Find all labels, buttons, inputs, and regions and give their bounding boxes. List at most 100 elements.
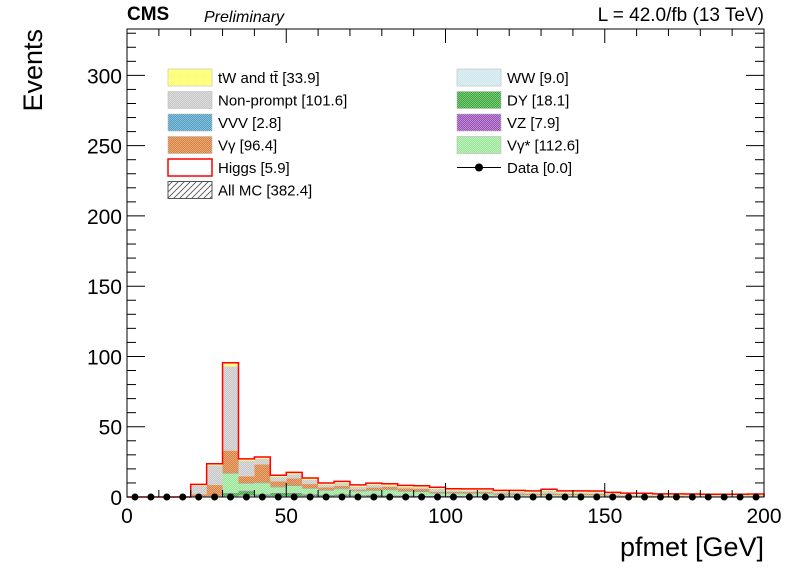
bar-texture-vvv-bin-6 <box>222 473 239 474</box>
legend-label-higgs: Higgs [5.9] <box>218 160 290 177</box>
bar-texture-vg-bin-14 <box>349 489 366 491</box>
bar-texture-vvv-bin-8 <box>254 482 271 484</box>
bar-texture-vg-bin-7 <box>238 476 255 484</box>
legend-swatch-texture-vz <box>457 114 501 131</box>
y-tick-label: 0 <box>110 487 122 510</box>
bar-texture-vg-bin-16 <box>381 486 398 490</box>
legend-label-vg: Vγ [96.4] <box>218 138 277 155</box>
bar-texture-tw-bin-8 <box>254 457 271 459</box>
bar-texture-vvv-bin-7 <box>238 483 255 484</box>
y-tick-label: 100 <box>87 346 122 369</box>
bar-texture-dy-bin-7 <box>238 491 255 496</box>
bar-texture-nonprompt-bin-14 <box>349 486 366 490</box>
bar-texture-nonprompt-bin-9 <box>270 477 287 482</box>
bar-texture-vgs-bin-8 <box>254 482 271 495</box>
bar-texture-vgs-bin-15 <box>365 490 382 495</box>
bar-texture-vgs-bin-9 <box>270 487 287 493</box>
bar-texture-nonprompt-bin-23 <box>493 491 510 494</box>
legend-swatch-texture-vvv <box>168 114 212 131</box>
legend-label-vvv: VVV [2.8] <box>218 115 281 132</box>
bar-texture-tw-bin-28 <box>572 490 589 493</box>
legend-swatch-texture-vgs <box>457 136 501 154</box>
bar-texture-tw-bin-11 <box>302 478 319 480</box>
bar-texture-vvv-bin-10 <box>286 485 303 486</box>
bar-texture-vg-bin-11 <box>302 484 319 489</box>
y-tick-label: 200 <box>87 206 122 229</box>
bar-texture-nonprompt-bin-10 <box>286 474 303 479</box>
bar-texture-nonprompt-bin-18 <box>413 487 430 489</box>
bar-texture-vg-bin-6 <box>222 450 239 474</box>
bar-texture-tw-bin-13 <box>334 481 350 484</box>
cms-label: CMS <box>127 4 169 25</box>
luminosity-label: L = 42.0/fb (13 TeV) <box>598 5 764 26</box>
axis-ticks <box>126 29 765 498</box>
bar-texture-tw-bin-7 <box>238 459 255 461</box>
bar-texture-vg-bin-15 <box>365 487 382 491</box>
bar-texture-vg-bin-9 <box>270 481 287 487</box>
bar-texture-tw-bin-24 <box>509 490 526 492</box>
legend-label-data: Data [0.0] <box>507 160 572 177</box>
legend-label-dy: DY [18.1] <box>507 93 569 110</box>
bar-texture-tw-bin-25 <box>525 490 542 493</box>
bar-texture-nonprompt-bin-16 <box>381 485 398 487</box>
x-tick-label: 50 <box>275 505 298 528</box>
legend-swatch-data-marker <box>475 163 483 172</box>
preliminary-label: Preliminary <box>204 9 285 26</box>
bar-texture-vvv-bin-19 <box>429 493 446 494</box>
bar-texture-nonprompt-bin-7 <box>238 460 255 477</box>
bar-texture-vgs-bin-12 <box>318 490 335 495</box>
y-tick-label: 150 <box>87 276 122 299</box>
legend-label-vgs: Vγ* [112.6] <box>507 138 579 155</box>
bar-texture-tw-bin-29 <box>588 491 605 493</box>
x-tick-label: 0 <box>121 505 133 528</box>
bar-texture-nonprompt-bin-19 <box>429 488 446 492</box>
bar-texture-tw-bin-22 <box>477 488 494 491</box>
bar-texture-vz-bin-9 <box>270 492 287 494</box>
bar-texture-vvv-bin-16 <box>381 489 398 491</box>
bar-texture-vvv-bin-21 <box>461 493 478 494</box>
bar-texture-vvv-bin-12 <box>318 490 335 491</box>
legend-swatch-allmc <box>167 181 213 199</box>
bar-texture-tw-bin-17 <box>397 485 414 488</box>
legend-swatch-texture-nonprompt <box>168 91 212 109</box>
bar-texture-vgs-bin-14 <box>349 490 366 496</box>
bar-texture-nonprompt-bin-4 <box>190 485 207 495</box>
bar-texture-nonprompt-bin-15 <box>365 484 382 488</box>
bar-texture-vz-bin-10 <box>286 492 303 494</box>
bar-texture-tw-bin-16 <box>381 484 398 486</box>
x-tick-label: 200 <box>746 505 781 528</box>
bar-texture-vgs-bin-7 <box>238 483 255 491</box>
bar-texture-tw-bin-12 <box>318 483 335 485</box>
bar-texture-tw-bin-19 <box>429 487 446 489</box>
bar-texture-vvv-bin-20 <box>445 493 462 494</box>
bar-texture-vvv-bin-18 <box>413 491 430 493</box>
bar-texture-tw-bin-5 <box>206 463 223 466</box>
bar-texture-nonprompt-bin-29 <box>588 492 605 494</box>
bar-texture-vgs-bin-6 <box>222 473 239 494</box>
y-tick-label: 300 <box>87 65 122 88</box>
bar-texture-vg-bin-17 <box>397 488 414 492</box>
bar-texture-vvv-bin-15 <box>365 490 382 491</box>
legend-label-tw: tW and tt̄ [33.9] <box>218 70 320 87</box>
axis-tick-labels: 0 50 100 150 200 0 50 100 150 200 250 300 <box>87 65 782 528</box>
bar-texture-tw-bin-21 <box>461 488 478 491</box>
bar-texture-nonprompt-bin-21 <box>461 490 478 492</box>
bar-texture-nonprompt-bin-11 <box>302 479 319 485</box>
stacked-bars <box>190 363 764 498</box>
x-tick-label: 100 <box>428 505 463 528</box>
legend-label-nonprompt: Non-prompt [101.6] <box>218 93 347 110</box>
legend-swatch-higgs <box>167 158 213 177</box>
bar-texture-vg-bin-8 <box>254 464 271 483</box>
bar-texture-nonprompt-bin-22 <box>477 490 494 492</box>
bar-texture-nonprompt-bin-13 <box>334 483 350 486</box>
bar-texture-tw-bin-23 <box>493 490 510 492</box>
bar-texture-vgs-bin-11 <box>302 488 319 495</box>
bar-texture-nonprompt-bin-5 <box>206 465 223 486</box>
bar-texture-nonprompt-bin-17 <box>397 487 414 489</box>
bar-texture-vvv-bin-14 <box>349 490 366 492</box>
legend-swatch-texture-dy <box>457 91 501 109</box>
bar-texture-nonprompt-bin-20 <box>445 490 462 492</box>
bar-texture-nonprompt-bin-26 <box>541 490 557 494</box>
bar-texture-vg-bin-18 <box>413 488 430 492</box>
